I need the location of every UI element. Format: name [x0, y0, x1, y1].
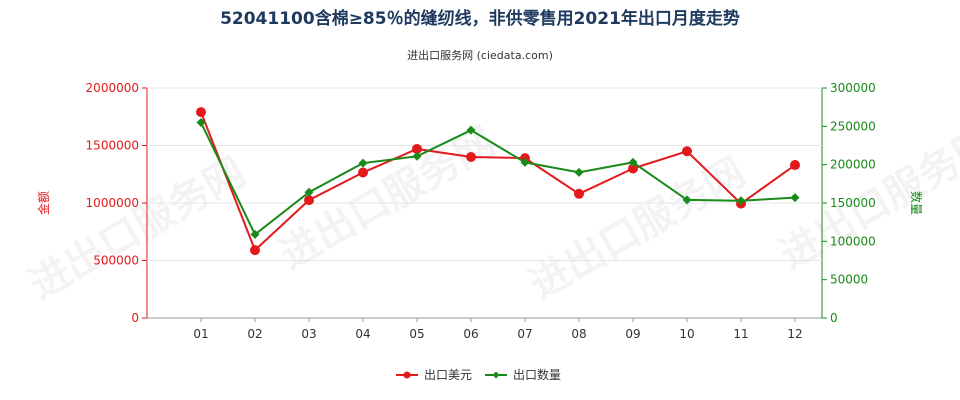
- data-point-qty[interactable]: [628, 157, 638, 167]
- data-point-qty[interactable]: [466, 125, 476, 135]
- data-point-usd[interactable]: [466, 152, 476, 162]
- data-point-usd[interactable]: [628, 163, 638, 174]
- right-tick-label: 50000: [830, 273, 868, 287]
- legend-marker-usd: [403, 371, 411, 379]
- data-point-usd[interactable]: [412, 143, 422, 154]
- data-point-qty[interactable]: [358, 158, 368, 168]
- x-tick-label: 05: [409, 327, 424, 341]
- x-axis-ticks: 01 02 03 04 05 06 07 08 09 10 11 12: [193, 318, 803, 341]
- legend-label-qty: 出口数量: [513, 367, 561, 382]
- data-point-qty[interactable]: [250, 229, 260, 239]
- data-point-usd[interactable]: [304, 195, 314, 206]
- legend: 出口美元 出口数量: [396, 367, 561, 382]
- data-point-qty[interactable]: [196, 118, 206, 127]
- x-tick-label: 06: [463, 327, 478, 341]
- chart-title: 52041100含棉≥85％的缝纫线，非供零售用2021年出口月度走势: [220, 8, 740, 29]
- left-axis-ticks: 0 500000 1000000 1500000 2000000: [86, 81, 147, 325]
- left-tick-label: 2000000: [86, 81, 139, 95]
- x-tick-label: 12: [787, 327, 802, 341]
- right-axis-title: 数量: [909, 191, 924, 215]
- right-tick-label: 100000: [830, 234, 876, 248]
- gridlines: [147, 87, 822, 261]
- left-tick-label: 1000000: [86, 196, 139, 210]
- watermark: 进出口服务网: [22, 149, 253, 309]
- x-tick-label: 07: [517, 327, 532, 341]
- data-point-usd[interactable]: [196, 107, 206, 118]
- left-axis-title: 金额: [36, 191, 51, 215]
- right-axis-ticks: 0 50000 100000 150000 200000 250000 300000: [822, 81, 876, 325]
- right-tick-label: 250000: [830, 119, 876, 133]
- right-tick-label: 0: [830, 311, 838, 325]
- x-tick-label: 11: [733, 327, 748, 341]
- legend-item-usd[interactable]: 出口美元: [396, 368, 472, 382]
- data-point-qty[interactable]: [736, 196, 746, 206]
- data-point-qty[interactable]: [304, 187, 314, 197]
- left-tick-label: 1500000: [86, 139, 139, 153]
- data-point-usd[interactable]: [790, 160, 800, 171]
- data-point-usd[interactable]: [250, 245, 260, 256]
- x-tick-label: 09: [625, 327, 640, 341]
- left-tick-label: 0: [131, 311, 139, 325]
- chart-subtitle: 进出口服务网 (ciedata.com): [407, 48, 553, 62]
- series-line-usd: [200, 111, 796, 252]
- series-line-qty: [200, 122, 796, 236]
- x-tick-label: 10: [679, 327, 694, 341]
- data-point-qty[interactable]: [520, 157, 530, 167]
- x-tick-label: 01: [193, 327, 208, 341]
- x-tick-label: 03: [301, 327, 316, 341]
- x-tick-label: 04: [355, 327, 370, 341]
- data-point-usd[interactable]: [574, 188, 584, 199]
- data-point-qty[interactable]: [790, 193, 800, 203]
- data-point-usd[interactable]: [358, 167, 368, 178]
- right-tick-label: 200000: [830, 158, 876, 172]
- x-tick-label: 02: [247, 327, 262, 341]
- legend-marker-qty: [492, 371, 500, 379]
- right-tick-label: 150000: [830, 196, 876, 210]
- data-point-qty[interactable]: [412, 151, 422, 161]
- right-tick-label: 300000: [830, 81, 876, 95]
- left-tick-label: 500000: [93, 254, 139, 268]
- watermark: 进出口服务网: [522, 149, 753, 309]
- data-point-qty[interactable]: [682, 195, 692, 205]
- watermark-group: 进出口服务网 进出口服务网 进出口服务网 进出口服务网: [22, 119, 960, 309]
- data-point-usd[interactable]: [682, 146, 692, 157]
- series-layer: [196, 107, 800, 256]
- data-point-qty[interactable]: [574, 167, 584, 177]
- x-tick-label: 08: [571, 327, 586, 341]
- legend-item-qty[interactable]: 出口数量: [485, 367, 561, 382]
- legend-label-usd: 出口美元: [424, 368, 472, 382]
